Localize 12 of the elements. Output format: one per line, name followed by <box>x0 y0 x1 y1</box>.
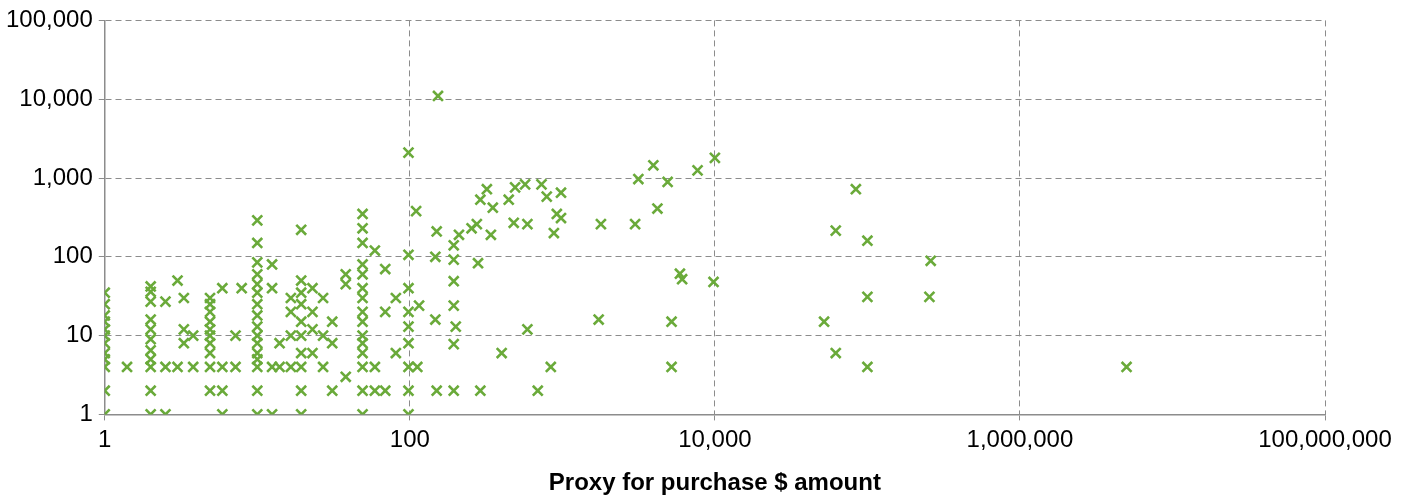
x-tick-label: 100 <box>389 425 430 453</box>
x-tick-label: 100,000,000 <box>1258 425 1392 453</box>
y-tick-label: 1,000 <box>32 162 93 190</box>
y-tick-label: 100 <box>52 241 93 269</box>
y-tick-label: 100,000 <box>5 5 93 33</box>
y-tick-label: 1 <box>79 399 93 427</box>
x-axis-title: Proxy for purchase $ amount <box>548 468 881 496</box>
x-tick-label: 10,000 <box>678 425 752 453</box>
x-tick-label: 1,000,000 <box>966 425 1074 453</box>
y-tick-label: 10,000 <box>19 83 93 111</box>
y-tick-label: 10 <box>66 320 93 348</box>
x-tick-label: 1 <box>98 425 112 453</box>
